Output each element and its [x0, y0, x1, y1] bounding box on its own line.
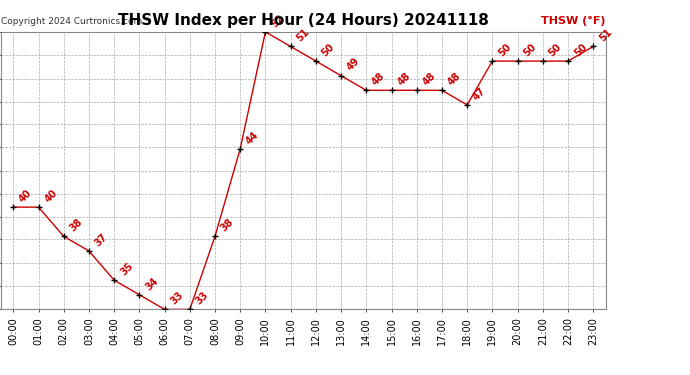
Text: 38: 38	[219, 217, 236, 234]
Text: 50: 50	[547, 42, 564, 58]
Text: 51: 51	[598, 27, 614, 44]
Text: 52: 52	[270, 12, 286, 29]
Text: 37: 37	[93, 231, 110, 248]
Text: 50: 50	[572, 42, 589, 58]
Text: 51: 51	[295, 27, 311, 44]
Text: 40: 40	[17, 188, 34, 204]
Text: THSW Index per Hour (24 Hours) 20241118: THSW Index per Hour (24 Hours) 20241118	[118, 13, 489, 28]
Text: THSW (°F): THSW (°F)	[542, 16, 606, 26]
Text: 33: 33	[194, 290, 210, 307]
Text: 48: 48	[371, 71, 387, 87]
Text: 48: 48	[446, 71, 463, 87]
Text: 50: 50	[497, 42, 513, 58]
Text: 38: 38	[68, 217, 85, 234]
Text: 49: 49	[345, 56, 362, 73]
Text: 40: 40	[43, 188, 59, 204]
Text: 34: 34	[144, 275, 160, 292]
Text: 48: 48	[421, 71, 437, 87]
Text: Copyright 2024 Curtronics.com: Copyright 2024 Curtronics.com	[1, 17, 142, 26]
Text: 33: 33	[169, 290, 186, 307]
Text: 50: 50	[320, 42, 337, 58]
Text: 35: 35	[118, 261, 135, 278]
Text: 47: 47	[471, 86, 488, 102]
Text: 48: 48	[395, 71, 413, 87]
Text: 50: 50	[522, 42, 538, 58]
Text: 44: 44	[244, 129, 261, 146]
